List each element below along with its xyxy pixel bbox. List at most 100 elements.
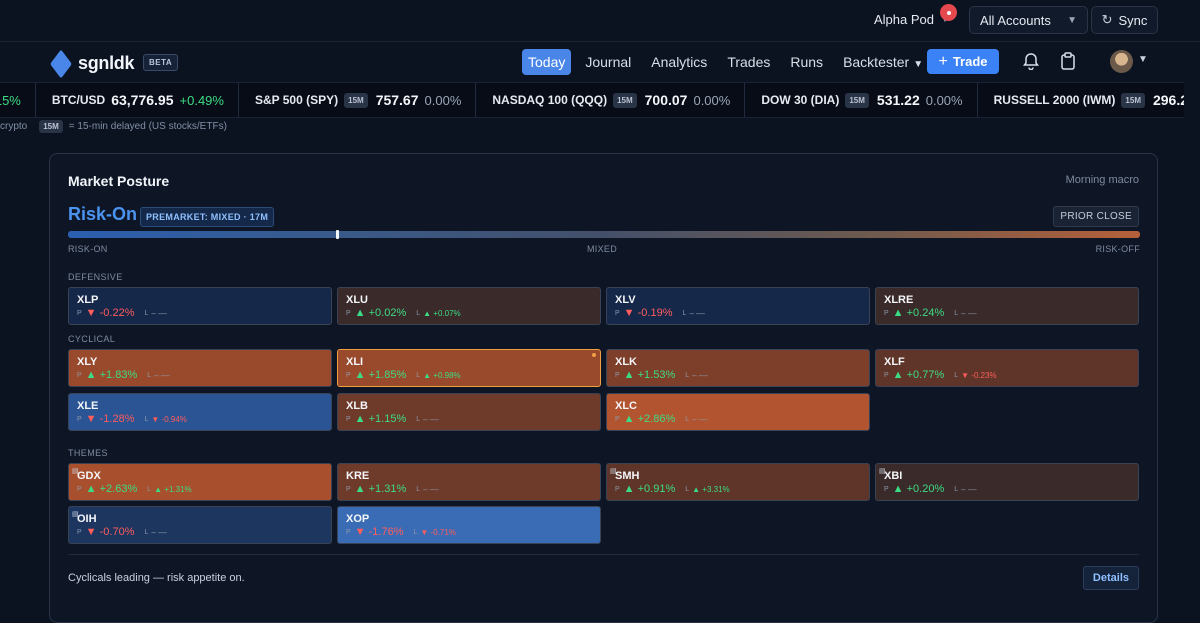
sector-tile-xlf[interactable]: XLF P +0.77% L-0.23% [875,349,1139,387]
sector-tile-xle[interactable]: XLE P -1.28% L-0.94% [68,393,332,431]
tile-l-label: L [416,485,421,493]
nav-item-today[interactable]: Today [522,49,572,75]
prior-close-button[interactable]: PRIOR CLOSE [1053,206,1139,227]
tile-values: P -1.28% L-0.94% [77,413,187,425]
tile-p-value: +1.85% [355,369,407,381]
nav-items: Today Journal Analytics Trades Runs Back… [522,49,937,75]
clipboard-icon[interactable] [1060,52,1076,70]
tile-symbol: XLK [615,356,637,368]
tile-p-label: P [615,485,620,493]
tile-values: P -0.19% L– –– [615,307,705,319]
posture-label: Risk-On [68,204,138,224]
details-button[interactable]: Details [1082,566,1139,590]
sync-button[interactable]: ↻ Sync [1091,6,1158,34]
tile-p-label: P [77,415,82,423]
tile-symbol: XLY [77,356,98,368]
tile-values: P +0.91% L+3.31% [615,483,730,495]
tile-p-label: P [346,485,351,493]
nav-item-backtester[interactable]: Backtester ▼ [837,49,929,75]
tile-p-label: P [884,371,889,379]
sector-tile-xop[interactable]: XOP P -1.76% L-0.71% [337,506,601,544]
tile-values: P +2.86% L– –– [615,413,708,425]
tile-p-value: +0.02% [355,307,407,319]
tile-p-value: -0.19% [624,307,673,319]
chevron-down-icon[interactable]: ▼ [1138,54,1148,65]
nav-item-trades[interactable]: Trades [727,54,771,70]
tile-l-value: – –– [151,308,167,318]
ticker-item[interactable]: NASDAQ 100 (QQQ) 15M 700.07 0.00% [476,83,746,117]
ticker-change: 0.00% [693,92,731,108]
tile-symbol: XLU [346,294,368,306]
tile-p-label: P [615,371,620,379]
logo-text: sgnldk [78,53,135,73]
tile-l-value: -0.23% [961,371,996,380]
ticker-symbol: DOW 30 (DIA) [761,93,840,107]
tile-p-label: P [615,309,620,317]
tile-p-value: +2.86% [624,413,676,425]
trade-label: Trade [952,54,988,69]
gauge-label-right: RISK-OFF [1095,244,1140,254]
tile-p-value: +0.20% [893,483,945,495]
tile-l-label: L [144,528,149,536]
tile-symbol: XLC [615,400,637,412]
nav-item-journal[interactable]: Journal [585,54,632,70]
sector-tile-xlv[interactable]: XLV P -0.19% L– –– [606,287,870,325]
sector-tile-gdx[interactable]: ▤GDX P +2.63% L+1.31% [68,463,332,501]
tile-p-value: +0.91% [624,483,676,495]
sector-tile-kre[interactable]: KRE P +1.31% L– –– [337,463,601,501]
bell-icon[interactable] [1022,52,1040,70]
tile-values: P +0.77% L-0.23% [884,369,997,381]
avatar[interactable] [1110,50,1133,73]
delay-badge: 15M [344,92,368,108]
ticker-item[interactable]: BTC/USD 63,776.95 +0.49% [36,83,239,117]
delay-badge: 15M [613,92,637,108]
tile-symbol: XBI [884,470,903,482]
tile-symbol: XLV [615,294,636,306]
tile-p-label: P [346,371,351,379]
ticker-item[interactable]: 0.15% [0,83,36,117]
pod-selector[interactable]: Alpha Pod ▼ [874,12,950,27]
sector-tile-xli[interactable]: XLI P +1.85% L+0.98% [337,349,601,387]
tile-p-label: P [615,415,620,423]
tile-symbol: OIH [77,513,97,525]
tile-l-value: +1.31% [154,485,191,494]
sector-tile-smh[interactable]: ▤SMH P +0.91% L+3.31% [606,463,870,501]
nav-item-analytics[interactable]: Analytics [651,54,708,70]
divider [68,554,1139,555]
sector-tile-xlb[interactable]: XLB P +1.15% L– –– [337,393,601,431]
tile-p-label: P [346,415,351,423]
tile-l-value: – –– [151,527,167,537]
sector-tile-xlu[interactable]: XLU P +0.02% L+0.07% [337,287,601,325]
tile-values: P +1.85% L+0.98% [346,369,461,381]
sector-tile-xlp[interactable]: XLP P -0.22% L– –– [68,287,332,325]
tile-l-label: L [147,485,152,493]
tile-l-label: L [685,485,690,493]
sector-tile-oih[interactable]: ▤OIH P -0.70% L– –– [68,506,332,544]
tile-l-value: – –– [423,484,439,494]
ticker-item[interactable]: DOW 30 (DIA) 15M 531.22 0.00% [745,83,978,117]
sector-tile-xly[interactable]: XLY P +1.83% L– –– [68,349,332,387]
tile-l-label: L [416,309,421,317]
tile-p-value: +2.63% [86,483,138,495]
ticker-price: 296.22 [1152,92,1184,108]
tile-values: P -1.76% L-0.71% [346,526,456,538]
tile-l-label: L [682,309,687,317]
tile-symbol: XLB [346,400,368,412]
etf-icon: ▤ [879,468,886,475]
sector-tile-xlre[interactable]: XLRE P +0.24% L– –– [875,287,1139,325]
tile-l-label: L [416,415,421,423]
sector-tile-xlk[interactable]: XLK P +1.53% L– –– [606,349,870,387]
tile-symbol: XLI [346,356,364,368]
section-defensive: DEFENSIVE [68,272,123,282]
nav-item-runs[interactable]: Runs [790,54,824,70]
trade-button[interactable]: + Trade [927,49,999,74]
sector-tile-xbi[interactable]: ▤XBI P +0.20% L– –– [875,463,1139,501]
tile-l-value: +0.98% [423,371,460,380]
logo[interactable]: sgnldk [50,48,135,79]
account-select[interactable]: All Accounts ▼ [969,6,1088,34]
ticker-change: 0.00% [424,92,462,108]
sector-tile-xlc[interactable]: XLC P +2.86% L– –– [606,393,870,431]
ticker-item[interactable]: S&P 500 (SPY) 15M 757.67 0.00% [239,83,477,117]
ticker-symbol: S&P 500 (SPY) [254,93,339,107]
